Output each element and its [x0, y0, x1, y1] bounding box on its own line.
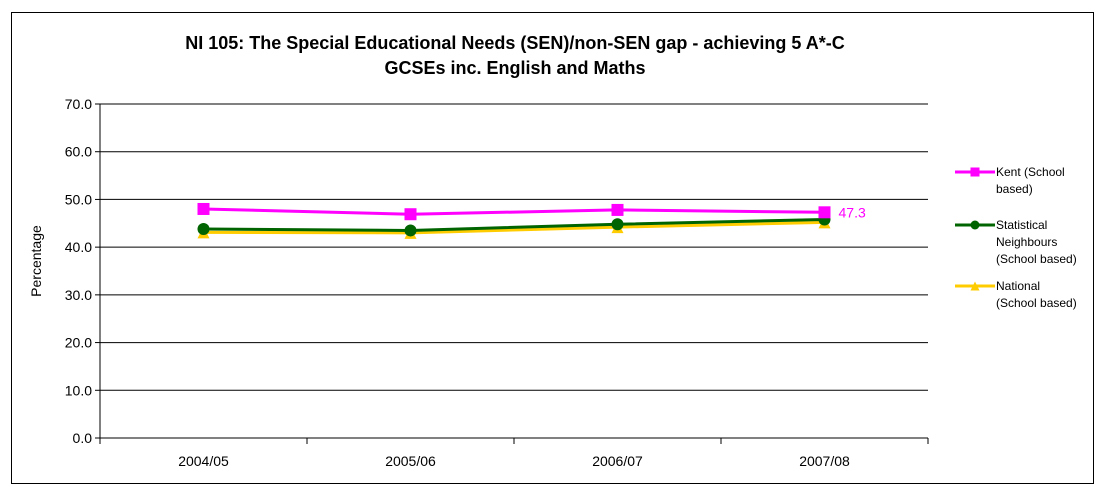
- legend-marker: [970, 220, 980, 230]
- chart-frame: [11, 12, 1094, 484]
- x-tick-label: 2007/08: [799, 453, 850, 469]
- legend-label: Neighbours: [996, 235, 1057, 249]
- legend-marker: [970, 281, 980, 291]
- legend-label: based): [996, 182, 1033, 196]
- y-tick-label: 60.0: [65, 144, 92, 160]
- series-line-2: [203, 220, 825, 235]
- x-tick-label: 2004/05: [178, 453, 229, 469]
- data-point-0: [404, 208, 417, 221]
- y-tick-label: 20.0: [65, 335, 92, 351]
- x-tick-label: 2006/07: [592, 453, 643, 469]
- data-point-1: [197, 223, 210, 236]
- data-point-0: [611, 203, 624, 216]
- legend-label: Statistical: [996, 218, 1047, 232]
- y-tick-label: 50.0: [65, 191, 92, 207]
- y-tick-label: 30.0: [65, 287, 92, 303]
- legend-label: National: [996, 279, 1040, 293]
- data-point-0: [818, 206, 831, 219]
- x-tick-label: 2005/06: [385, 453, 436, 469]
- chart-title-line-2: GCSEs inc. English and Maths: [384, 58, 646, 78]
- y-tick-label: 70.0: [65, 96, 92, 112]
- series-line-1: [203, 217, 825, 232]
- legend-marker: [970, 167, 980, 177]
- y-tick-label: 40.0: [65, 239, 92, 255]
- y-tick-label: 0.0: [73, 430, 93, 446]
- legend-label: Kent (School: [996, 165, 1065, 179]
- series-line-0: [203, 207, 825, 216]
- y-axis-label: Percentage: [28, 225, 44, 297]
- data-point-0: [197, 202, 210, 215]
- legend-label: (School based): [996, 252, 1077, 266]
- legend-label: (School based): [996, 296, 1077, 310]
- data-label: 47.3: [839, 204, 866, 220]
- y-tick-label: 10.0: [65, 382, 92, 398]
- chart-title-line-1: NI 105: The Special Educational Needs (S…: [185, 33, 845, 53]
- data-point-1: [611, 218, 624, 231]
- data-point-1: [404, 224, 417, 237]
